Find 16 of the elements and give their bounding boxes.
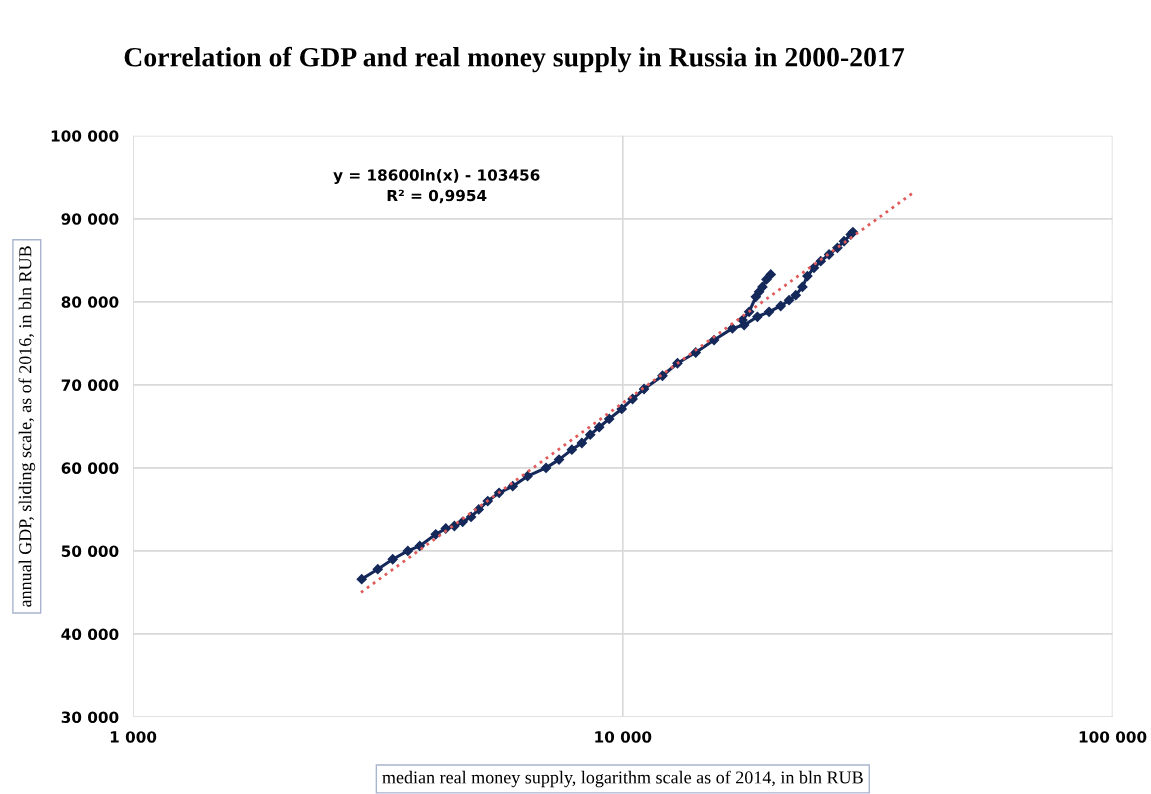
annotation: y = 18600ln(x) - 103456 <box>333 169 540 184</box>
y-tick-label: 30 000 <box>61 711 119 723</box>
y-tick-label: 90 000 <box>61 213 119 225</box>
annotation: R² = 0,9954 <box>387 189 487 204</box>
y-tick-label: 40 000 <box>61 628 119 640</box>
x-tick-label: 1 000 <box>110 731 157 743</box>
y-tick-label: 50 000 <box>61 545 119 557</box>
y-tick-label: 100 000 <box>51 130 119 142</box>
y-axis-title: annual GDP, sliding scale, as of 2016, in bln RUB <box>18 246 36 607</box>
chart-title: Correlation of GDP and real money supply in Russia in 2000-2017 <box>124 46 905 73</box>
y-tick-label: 80 000 <box>61 296 119 308</box>
x-tick-label: 10 000 <box>595 731 652 743</box>
y-tick-label: 70 000 <box>61 379 119 391</box>
x-axis-title: median real money supply, logarithm scale as of 2014, in bln RUB <box>382 770 863 788</box>
y-tick-label: 60 000 <box>61 462 119 474</box>
x-tick-label: 100 000 <box>1079 731 1147 743</box>
